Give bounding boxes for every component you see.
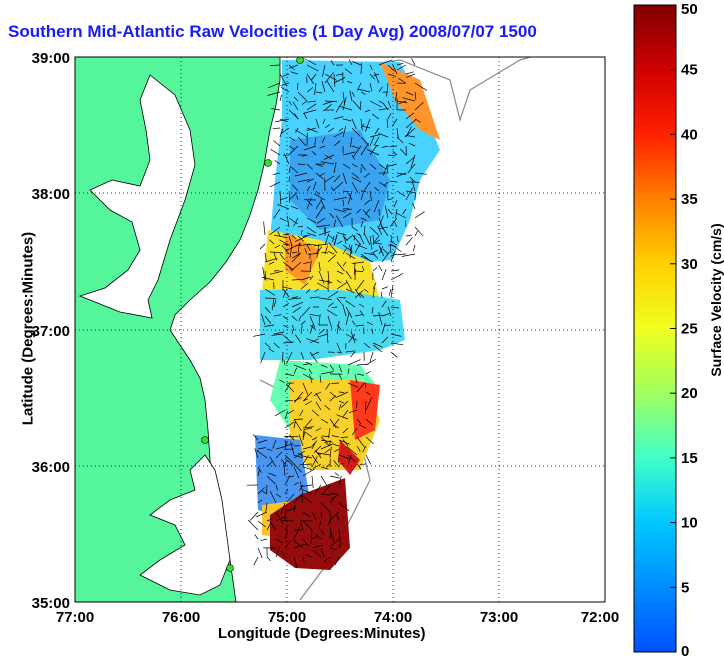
x-tick-label: 76:00 <box>162 609 200 626</box>
pamlico-sound <box>139 454 231 596</box>
x-tick-label: 72:00 <box>581 609 619 626</box>
station-marker <box>201 436 209 444</box>
colorbar-tick-label: 0 <box>681 643 689 659</box>
y-tick-label: 39:00 <box>32 50 70 67</box>
y-tick-label: 38:00 <box>32 186 70 203</box>
y-tick-label: 35:00 <box>32 595 70 612</box>
colorbar-tick-label: 5 <box>681 579 689 596</box>
colorbar-tick-label: 25 <box>681 321 698 338</box>
x-axis-label: Longitude (Degrees:Minutes) <box>218 625 426 642</box>
title-overlap-mask <box>583 18 633 44</box>
station-marker <box>264 159 272 167</box>
colorbar-tick-label: 35 <box>681 191 698 208</box>
colorbar-tick-label: 10 <box>681 515 698 532</box>
chesapeake-bay <box>78 74 196 319</box>
x-tick-label: 77:00 <box>56 609 94 626</box>
colorbar-tick-label: 20 <box>681 385 698 402</box>
y-tick-label: 36:00 <box>32 459 70 476</box>
colorbar-tick-label: 40 <box>681 126 698 143</box>
colorbar-tick-label: 15 <box>681 450 698 467</box>
y-axis-label: Latitude (Degrees:Minutes) <box>19 231 37 426</box>
x-tick-label: 73:00 <box>480 609 518 626</box>
colorbar-label: Surface Velocity (cm/s) <box>708 223 724 377</box>
station-marker <box>296 57 304 64</box>
colorbar-tick-label: 30 <box>681 256 698 273</box>
plot-frame <box>74 56 606 603</box>
y-tick-label: 37:00 <box>32 323 70 340</box>
x-tick-label: 74:00 <box>374 609 412 626</box>
colorbar-tick-label: 50 <box>681 1 698 18</box>
x-tick-label: 75:00 <box>268 609 306 626</box>
velocity-arrows <box>246 58 428 568</box>
colorbar <box>633 4 677 653</box>
station-marker <box>226 564 234 572</box>
colorbar-tick-label: 45 <box>681 62 698 79</box>
